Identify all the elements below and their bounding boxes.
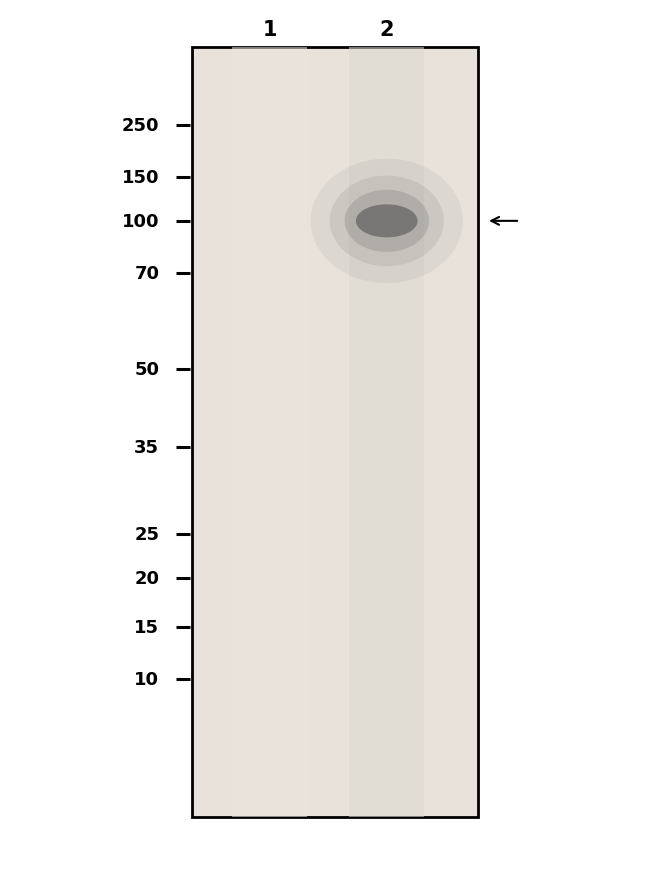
Text: 2: 2 [380, 21, 394, 40]
Text: 35: 35 [135, 439, 159, 456]
Ellipse shape [344, 190, 429, 253]
Text: 100: 100 [122, 213, 159, 230]
Bar [192, 48, 478, 817]
Text: 150: 150 [122, 169, 159, 187]
Bar [233, 48, 307, 817]
Text: 70: 70 [135, 265, 159, 282]
Bar [350, 48, 424, 817]
Text: 15: 15 [135, 619, 159, 636]
Ellipse shape [330, 176, 444, 267]
Text: 250: 250 [122, 117, 159, 135]
Text: 50: 50 [135, 361, 159, 378]
Text: 1: 1 [263, 21, 277, 40]
Text: 25: 25 [135, 526, 159, 543]
Text: 20: 20 [135, 569, 159, 587]
Ellipse shape [311, 160, 463, 284]
Ellipse shape [356, 205, 417, 238]
Text: 10: 10 [135, 671, 159, 688]
